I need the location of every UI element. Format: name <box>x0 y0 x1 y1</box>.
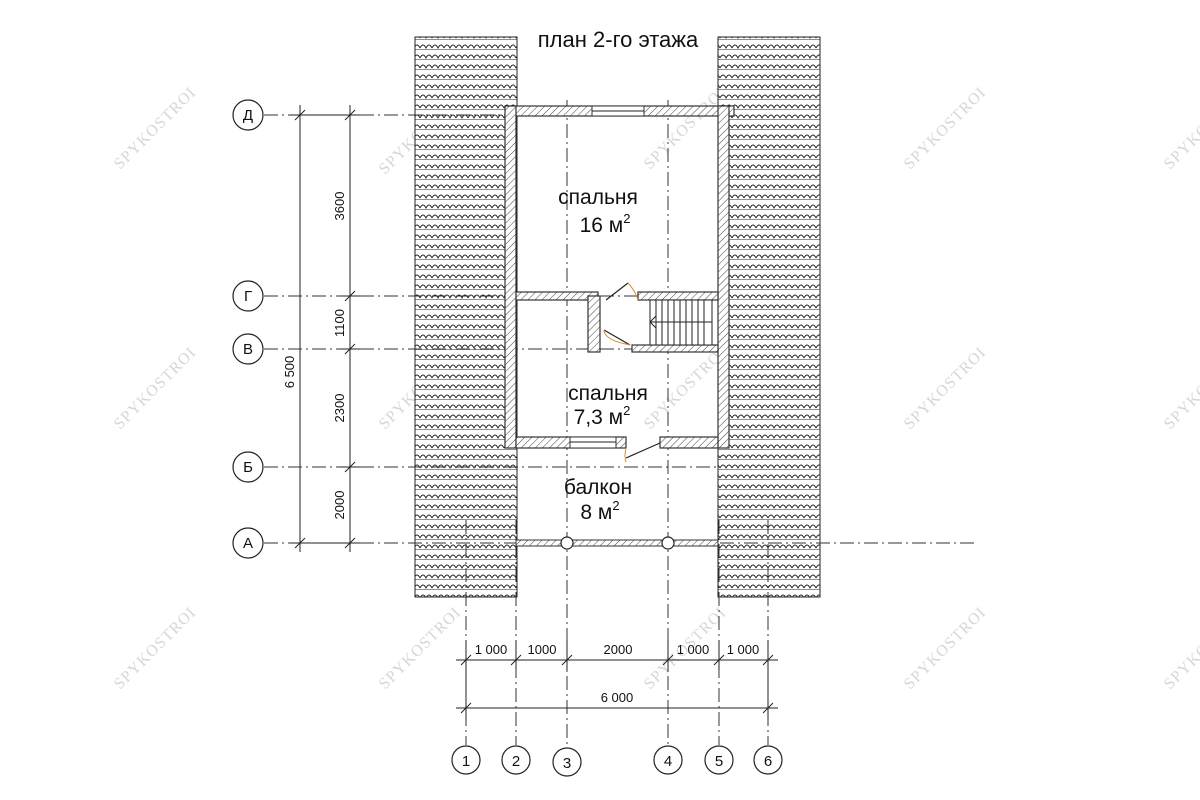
watermark: SPYKOSTROI <box>901 84 990 173</box>
dim-label: 1 000 <box>677 642 710 657</box>
watermark: SPYKOSTROI <box>376 604 465 693</box>
watermark: SPYKOSTROI <box>111 604 200 693</box>
dim-label: 3600 <box>332 192 347 221</box>
door-swing <box>624 447 627 463</box>
dim-label: 2000 <box>604 642 633 657</box>
axis-label-row: Г <box>244 288 252 305</box>
windows <box>569 105 645 449</box>
wall-right <box>717 105 730 449</box>
wall-bottom-right <box>659 436 719 449</box>
watermark: SPYKOSTROI <box>111 84 200 173</box>
dim-label: 1 000 <box>727 642 760 657</box>
watermark: SPYKOSTROI <box>641 84 730 173</box>
axis-label-col: 6 <box>764 753 772 770</box>
dim-label: 2300 <box>332 394 347 423</box>
room-area: 7,3 м2 <box>574 403 631 429</box>
door-leaf <box>603 329 631 346</box>
balcony-rail <box>515 536 719 550</box>
room-name: спальня <box>558 186 638 209</box>
room-balcony: балкон 8 м2 <box>564 476 632 524</box>
col-axis-markers: 1 2 3 4 5 6 <box>451 745 783 777</box>
room-area: 8 м2 <box>580 498 619 524</box>
roof-right <box>717 36 821 598</box>
plan-title: план 2-го этажа <box>538 27 699 52</box>
door-leaf <box>605 282 629 301</box>
wall-stair-side <box>587 295 601 353</box>
axis-label-col: 4 <box>664 753 672 770</box>
axis-label-row: Д <box>243 107 253 124</box>
watermark: SPYKOSTROI <box>1161 604 1200 693</box>
dim-label: 1100 <box>332 309 347 337</box>
wall-left <box>504 105 517 449</box>
balcony-post <box>560 536 574 550</box>
watermark: SPYKOSTROI <box>1161 344 1200 433</box>
room-area: 16 м2 <box>580 211 631 237</box>
room-bedroom-large: спальня 16 м2 <box>558 186 638 237</box>
wall-mid-left <box>515 291 599 301</box>
staircase <box>649 299 713 346</box>
room-name: балкон <box>564 476 632 499</box>
axis-label-col: 1 <box>462 753 470 770</box>
room-name: спальня <box>568 382 648 405</box>
watermark: SPYKOSTROI <box>111 344 200 433</box>
watermarks: SPYKOSTROI SPYKOSTROI SPYKOSTROI SPYKOST… <box>111 84 1200 693</box>
axis-label-col: 3 <box>563 755 571 772</box>
watermark: SPYKOSTROI <box>1161 84 1200 173</box>
stair-arrow <box>649 315 657 329</box>
axis-label-col: 2 <box>512 753 520 770</box>
roof-left <box>414 36 518 598</box>
watermark: SPYKOSTROI <box>901 344 990 433</box>
balcony-railing <box>515 539 719 547</box>
door-leaf <box>625 442 661 459</box>
horizontal-dimensions: 1 000 1000 2000 1 000 1 000 6 000 <box>456 640 778 720</box>
dim-label: 1000 <box>528 642 557 657</box>
axis-label-row: А <box>243 535 253 552</box>
watermark: SPYKOSTROI <box>641 344 730 433</box>
dim-label: 1 000 <box>475 642 508 657</box>
balcony-post <box>661 536 675 550</box>
door-swing <box>603 329 631 346</box>
dim-total: 6 500 <box>282 356 297 389</box>
wall-mid-right <box>637 291 719 301</box>
doors <box>603 282 661 463</box>
axis-label-row: В <box>243 341 253 358</box>
axis-label-row: Б <box>243 459 253 476</box>
row-axis-markers: Д Г В Б А <box>232 99 264 559</box>
axis-label-col: 5 <box>715 753 723 770</box>
dim-total: 6 000 <box>601 690 634 705</box>
door-swing <box>627 282 639 301</box>
wall-stair-bottom <box>631 344 719 353</box>
room-bedroom-small: спальня 7,3 м2 <box>568 382 648 429</box>
watermark: SPYKOSTROI <box>901 604 990 693</box>
dim-label: 2000 <box>332 491 347 520</box>
vertical-dimensions: 3600 1100 2300 2000 6 500 <box>282 105 360 552</box>
